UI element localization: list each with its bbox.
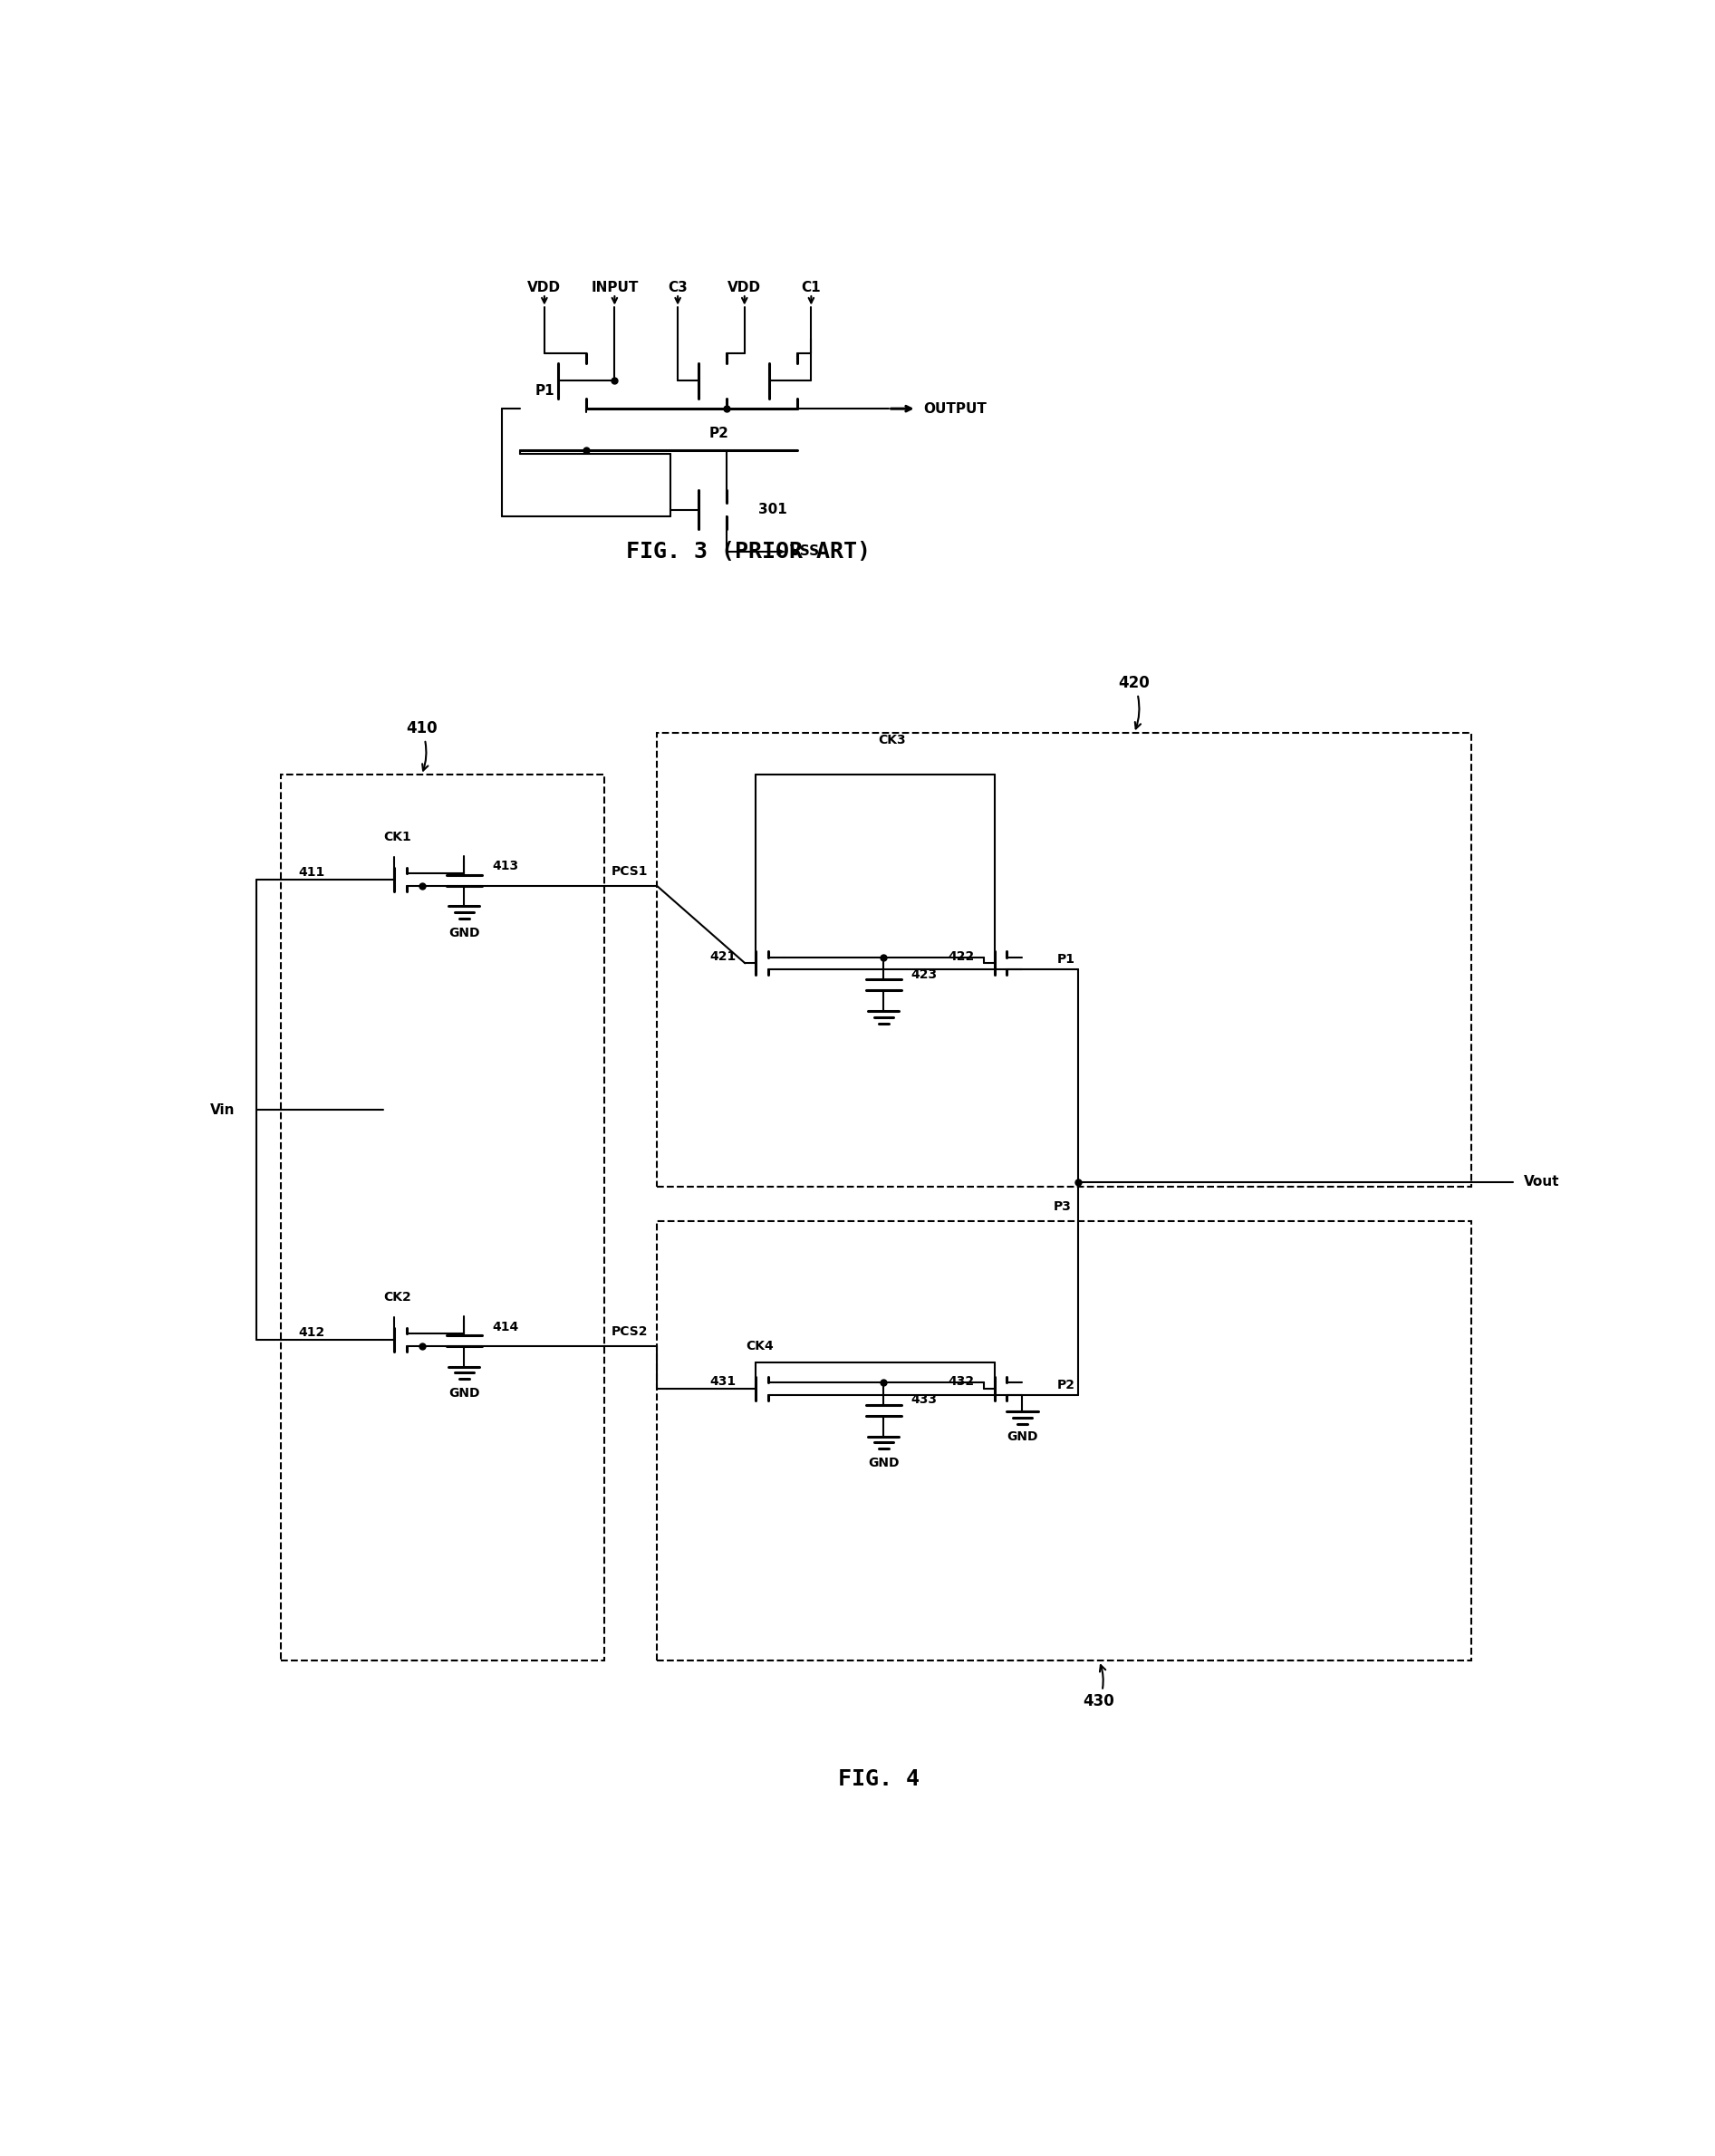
Text: GND: GND (1007, 1429, 1038, 1442)
Text: CK2: CK2 (384, 1291, 412, 1304)
Text: CK3: CK3 (878, 733, 906, 746)
Text: 433: 433 (911, 1393, 936, 1406)
Text: 430: 430 (1084, 1664, 1115, 1710)
Bar (281, 774, 604, 1660)
Text: 423: 423 (911, 968, 936, 981)
Text: P3: P3 (1053, 1201, 1072, 1214)
Text: CK1: CK1 (384, 830, 412, 843)
Text: 422: 422 (948, 951, 974, 962)
Text: 420: 420 (1118, 675, 1149, 729)
Text: INPUT: INPUT (592, 280, 638, 295)
Text: Vin: Vin (211, 1104, 235, 1117)
Text: FIG. 4: FIG. 4 (839, 1768, 919, 1789)
Text: OUTPUT: OUTPUT (923, 401, 986, 416)
Text: 414: 414 (492, 1319, 518, 1332)
Bar (657, 1220, 1471, 1660)
Text: PCS1: PCS1 (611, 865, 648, 877)
Text: 432: 432 (948, 1376, 974, 1388)
Text: CK4: CK4 (746, 1341, 773, 1352)
Text: FIG. 3 (PRIOR ART): FIG. 3 (PRIOR ART) (626, 541, 870, 563)
Text: 413: 413 (492, 860, 518, 873)
Text: GND: GND (868, 1457, 899, 1468)
Text: Vout: Vout (1525, 1175, 1559, 1188)
Text: VSS: VSS (791, 545, 820, 558)
Bar (657, 733, 1471, 1186)
Text: P1: P1 (1056, 953, 1075, 966)
Text: PCS2: PCS2 (611, 1326, 648, 1339)
Text: 421: 421 (710, 951, 736, 962)
Text: 301: 301 (758, 502, 787, 517)
Text: C1: C1 (801, 280, 821, 295)
Text: GND: GND (449, 927, 480, 940)
Text: VDD: VDD (528, 280, 561, 295)
Text: 411: 411 (298, 867, 326, 880)
Text: 412: 412 (298, 1326, 326, 1339)
Text: 431: 431 (710, 1376, 736, 1388)
Text: VDD: VDD (727, 280, 761, 295)
Text: GND: GND (449, 1386, 480, 1399)
Text: C3: C3 (667, 280, 688, 295)
Text: 410: 410 (406, 720, 437, 770)
Text: P2: P2 (1056, 1380, 1075, 1391)
Text: P2: P2 (710, 427, 729, 440)
Text: P1: P1 (535, 384, 556, 399)
